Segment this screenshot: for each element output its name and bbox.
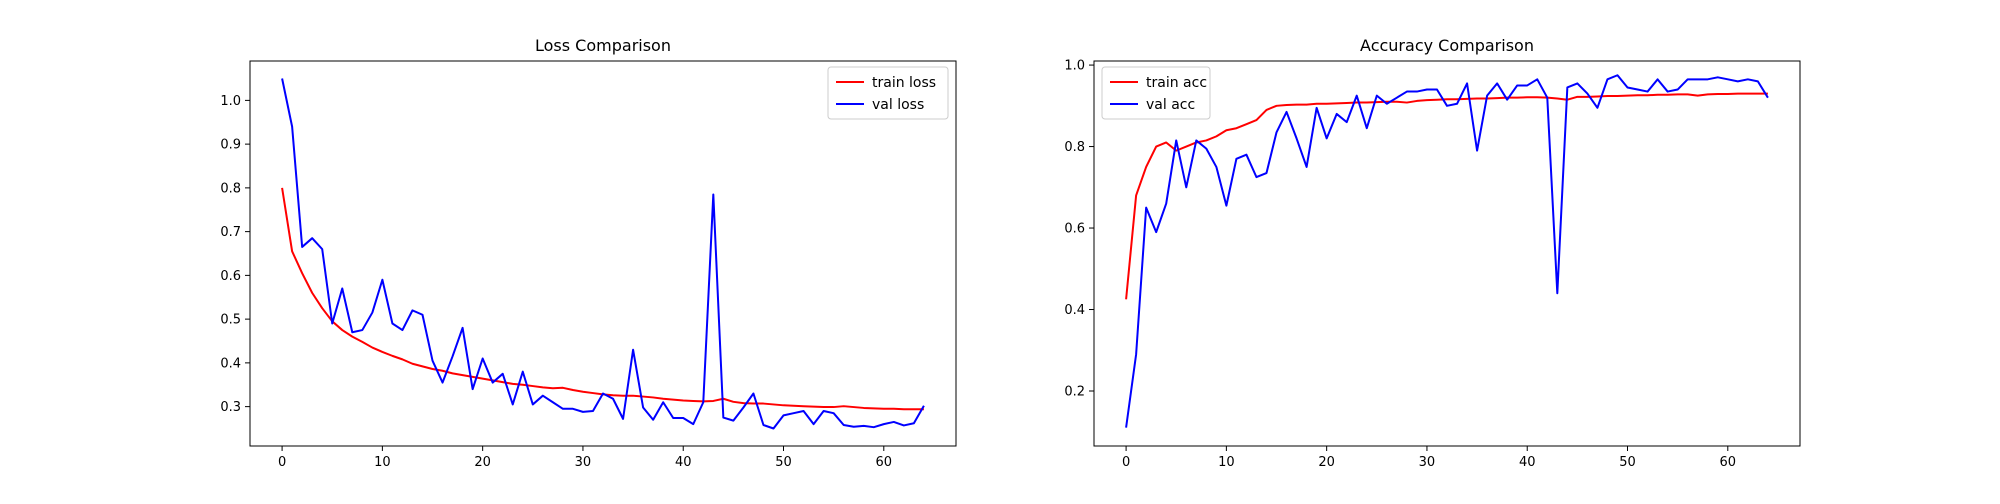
chart-loss: Loss Comparison 0 10 20 30 40 50 60 0.3 0.4 0.5 0.6… xyxy=(220,36,957,470)
legend-box xyxy=(827,66,949,120)
x-tick-label: 20 xyxy=(1318,455,1335,470)
series-line-train-acc xyxy=(1125,92,1768,300)
x-tick-label: 60 xyxy=(1720,455,1737,470)
chart-title: Accuracy Comparison xyxy=(1360,36,1534,55)
x-tick-label: 10 xyxy=(374,455,391,470)
y-tick-label: 0.4 xyxy=(1064,303,1085,318)
y-tick-label: 0.6 xyxy=(1064,222,1085,237)
legend: train acc val acc xyxy=(1101,66,1211,120)
y-tick-label: 0.8 xyxy=(220,181,241,196)
x-tick-label: 50 xyxy=(1619,455,1636,470)
axes-frame xyxy=(249,60,957,447)
series-line-val-loss xyxy=(281,78,925,430)
x-tick-label: 60 xyxy=(876,455,893,470)
y-tick-label: 0.6 xyxy=(220,269,241,284)
y-tick-label: 0.3 xyxy=(220,400,241,415)
x-tick-label: 0 xyxy=(278,455,286,470)
legend-label: val acc xyxy=(1146,97,1195,113)
legend: train loss val loss xyxy=(827,66,949,120)
y-tick-label: 0.4 xyxy=(220,356,241,371)
series-line-val-acc xyxy=(1125,74,1769,428)
y-tick-label: 0.5 xyxy=(220,313,241,328)
series-line-train-loss xyxy=(281,187,924,411)
y-tick-label: 1.0 xyxy=(220,94,241,109)
y-tick-label: 0.8 xyxy=(1064,140,1085,155)
axes-frame xyxy=(1093,60,1801,447)
x-tick-label: 30 xyxy=(1419,455,1436,470)
chart-accuracy: Accuracy Comparison 0 10 20 30 40 50 60 0.2 0.4 0.… xyxy=(1064,36,1801,470)
legend-label: train loss xyxy=(872,75,936,91)
x-tick-label: 40 xyxy=(675,455,692,470)
y-tick-label: 0.2 xyxy=(1064,385,1085,400)
y-tick-label: 1.0 xyxy=(1064,59,1085,74)
legend-box xyxy=(1101,66,1211,120)
x-tick-label: 0 xyxy=(1122,455,1130,470)
x-tick-label: 30 xyxy=(575,455,592,470)
x-tick-label: 10 xyxy=(1218,455,1235,470)
legend-label: val loss xyxy=(872,97,924,113)
legend-label: train acc xyxy=(1146,75,1207,91)
x-tick-label: 40 xyxy=(1519,455,1536,470)
x-tick-label: 50 xyxy=(775,455,792,470)
y-tick-label: 0.9 xyxy=(220,138,241,153)
chart-title: Loss Comparison xyxy=(535,36,671,55)
x-tick-label: 20 xyxy=(474,455,491,470)
y-tick-label: 0.7 xyxy=(220,225,241,240)
